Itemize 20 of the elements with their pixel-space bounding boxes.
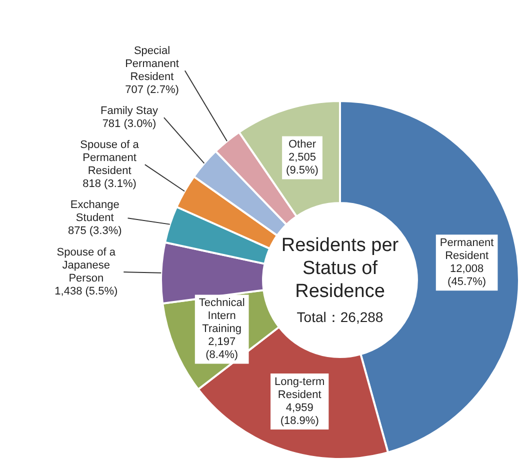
data-label: 2,197 (8.4%) bbox=[206, 336, 238, 362]
data-label: 818 (3.1%) bbox=[82, 178, 136, 190]
slice-label: Family Stay bbox=[100, 105, 158, 118]
data-label: 4,959 (18.9%) bbox=[280, 402, 319, 427]
slice-label: Long-term Resident bbox=[274, 376, 325, 401]
data-label: 875 (3.3%) bbox=[68, 225, 122, 238]
slice-label: Technical Intern Training bbox=[198, 297, 245, 336]
slice-label: Spouse of a Permanent Resident bbox=[80, 139, 140, 178]
slice-label: Other bbox=[288, 138, 316, 151]
slice-label: Spouse of a Japanese Person bbox=[56, 246, 116, 285]
slice-label: Permanent Resident bbox=[440, 237, 494, 262]
data-label: 2,505 (9.5%) bbox=[286, 152, 318, 177]
data-label: 1,438 (5.5%) bbox=[54, 286, 118, 298]
slice-label: Exchange Student bbox=[70, 199, 120, 224]
data-label: 707 (2.7%) bbox=[125, 84, 179, 96]
data-label: 12,008 (45.7%) bbox=[448, 263, 486, 288]
slice-label: Special Permanent Resident bbox=[125, 45, 179, 84]
data-label: 781 (3.0%) bbox=[102, 118, 156, 130]
text: Residents per Status of Residence bbox=[280, 234, 400, 302]
text: Total：26,288 bbox=[296, 308, 384, 326]
